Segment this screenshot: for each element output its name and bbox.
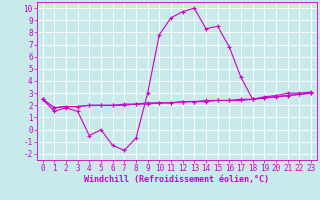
X-axis label: Windchill (Refroidissement éolien,°C): Windchill (Refroidissement éolien,°C) (84, 175, 269, 184)
